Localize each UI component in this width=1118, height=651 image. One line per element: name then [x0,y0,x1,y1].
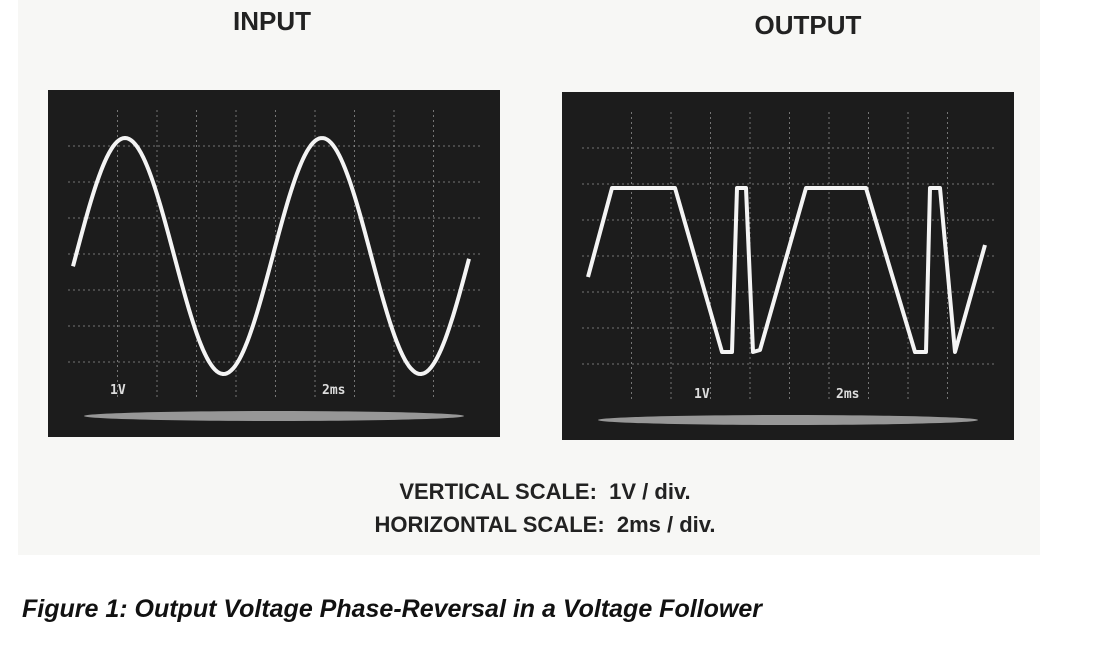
scope-label: 1V [110,383,126,398]
output-trace [586,186,987,354]
input-trace [71,136,471,376]
scale-note: VERTICAL SCALE: 1V / div. [399,479,690,504]
caption: Figure 1: Output Voltage Phase-Reversal … [22,595,763,623]
scope-label: 1V [694,387,710,402]
scope-label: 2ms [836,387,859,402]
panel-title: OUTPUT [755,10,862,40]
scale-note: HORIZONTAL SCALE: 2ms / div. [374,512,715,537]
scope-label: 2ms [322,383,345,398]
scope-screen: 1V 2ms [48,90,500,437]
panel-title: INPUT [233,6,311,36]
scope-screen: 1V 2ms [562,92,1014,440]
